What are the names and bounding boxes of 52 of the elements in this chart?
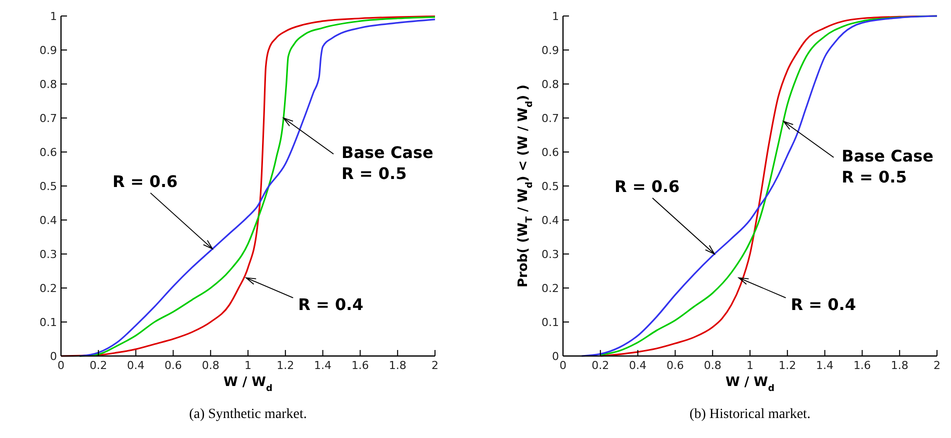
x-tick-label: 2 [432,359,438,372]
y-tick-label: 0 [50,350,57,363]
x-tick-label: 0.6 [164,359,182,372]
y-tick-label: 0.1 [542,316,559,329]
x-tick-label: 1.2 [778,359,796,372]
y-tick-label: 0.2 [40,282,57,295]
x-tick-label: 1.6 [351,359,369,372]
x-tick-label: 2 [934,359,940,372]
annotation: R = 0.4 [790,294,856,314]
y-tick-label: 0.6 [542,146,559,159]
y-tick-label: 0.7 [542,112,559,125]
y-tick-label: 0.3 [542,248,559,261]
x-axis-title: W / W$_{d}$ [726,375,774,394]
y-tick-label: 0.7 [40,112,57,125]
text: (b) Historical market. [690,407,810,422]
y-tick-label: 0.2 [542,282,559,295]
x-tick-label: 0.8 [202,359,220,372]
text: (a) Synthetic market. [189,407,307,422]
annotation: Base Case R = 0.5 [342,143,434,183]
x-tick-label: 1 [746,359,754,372]
x-tick-label: 0.6 [666,359,684,372]
annotation: R = 0.4 [298,294,364,314]
y-tick-label: 0.9 [40,44,57,57]
annotation: Base Case R = 0.5 [842,146,934,186]
x-tick-label: 0.4 [127,359,145,372]
y-tick-label: 1 [552,10,559,23]
x-tick-label: 0.8 [704,359,722,372]
y-tick-label: 0 [552,350,559,363]
x-tick-label: 1.6 [853,359,871,372]
y-tick-label: 0.9 [542,44,559,57]
annotation: R = 0.6 [112,172,178,191]
x-tick-label: 0.4 [629,359,647,372]
x-axis-title: W / W$_{d}$ [224,375,272,394]
y-tick-label: 0.5 [40,180,57,193]
x-tick-label: 1.4 [816,359,834,372]
x-tick-label: 1.4 [314,359,332,372]
x-tick-label: 0.2 [592,359,610,372]
y-tick-label: 0.4 [542,214,559,227]
x-tick-label: 1.8 [890,359,908,372]
y-tick-label: 1 [50,10,57,23]
x-tick-label: 1.8 [388,359,406,372]
y-tick-label: 0.8 [40,78,57,91]
annotation: R = 0.6 [614,177,680,196]
y-tick-label: 0.6 [40,146,57,159]
y-tick-label: 0.3 [40,248,57,261]
y-tick-label: 0.4 [40,214,57,227]
x-tick-label: 1 [244,359,252,372]
x-tick-label: 1.2 [276,359,294,372]
y-tick-label: 0.8 [542,78,559,91]
y-tick-label: 0.1 [40,316,57,329]
x-tick-label: 0.2 [90,359,108,372]
y-tick-label: 0.5 [542,180,559,193]
